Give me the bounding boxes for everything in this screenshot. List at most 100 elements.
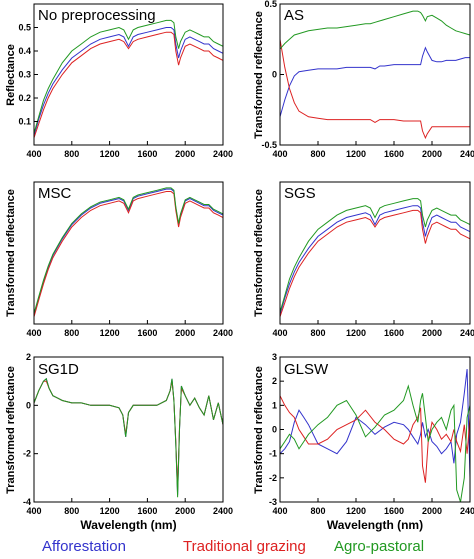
x-axis-label: Wavelength (nm) [327,518,423,532]
y-axis-label: Transformed reflectance [5,189,17,317]
series-line-afforestation [280,46,470,117]
plot-frame [279,356,471,503]
panel-label: SGS [284,185,316,202]
x-tick-label: 2000 [175,506,195,516]
y-tick-label: 0 [272,425,277,435]
panel-msc: 400 800 1200 1600 2000 2400 MSC Transformed ref… [5,181,233,338]
series-line-traditional-grazing [34,31,223,139]
legend-traditional-grazing: Traditional grazing [183,538,306,555]
series-line-agro-pastoral [34,377,223,498]
x-tick-label: 1200 [346,506,366,516]
figure-canvas: 400 800 1200 1600 2000 24000.10.20.30.40.5No … [5,0,474,532]
panel-label: AS [284,7,304,24]
series-line-agro-pastoral [280,198,470,313]
panel-no-preprocessing: 400 800 1200 1600 2000 2400 0.1 0.2 0.3 0.4 0.5 No … [5,3,233,159]
series-line-agro-pastoral [280,384,470,502]
x-tick-label: 2400 [460,328,474,338]
x-tick-label: 1600 [137,149,157,159]
plot-frame [33,181,224,325]
panel-label: GLSW [284,361,329,378]
x-tick-label: 400 [272,328,287,338]
series-line-agro-pastoral [34,19,223,134]
x-tick-label: 400 [26,506,41,516]
x-tick-label: 1600 [384,506,404,516]
series-line-afforestation [34,188,223,315]
y-axis-label: Transformed reflectance [253,189,265,317]
legend-afforestation: Afforestation [42,538,126,555]
x-tick-label: 2000 [422,149,442,159]
x-tick-label: 400 [26,328,41,338]
y-tick-label: 0 [272,70,277,80]
y-axis-label: Transformed reflectance [5,366,17,494]
series-line-agro-pastoral [34,187,223,314]
x-tick-label: 2400 [213,149,233,159]
x-tick-label: 2000 [422,328,442,338]
legend: Afforestation Traditional grazing Agro-p… [0,536,474,558]
y-axis-label: Reflectance [5,44,17,106]
x-tick-label: 800 [310,506,325,516]
x-tick-label: 1200 [100,506,120,516]
y-tick-label: -2 [23,449,31,459]
y-tick-label: 0.2 [18,93,31,103]
y-tick-label: -4 [23,497,31,507]
x-tick-label: 800 [310,149,325,159]
x-tick-label: 2000 [175,328,195,338]
x-tick-label: 800 [310,328,325,338]
panel-label: No preprocessing [38,7,156,24]
y-tick-label: 0.1 [18,117,31,127]
panel-label: SG1D [38,361,79,378]
x-tick-label: 1200 [100,328,120,338]
x-tick-label: 2000 [175,149,195,159]
panel-sgs: 400 800 1200 1600 2000 2400 SGS Transformed ref… [253,181,474,338]
y-tick-label: 3 [272,352,277,362]
y-tick-label: 0.3 [18,70,31,80]
panel-label: MSC [38,185,72,202]
x-tick-label: 2400 [213,506,233,516]
series-line-traditional-grazing [280,39,470,140]
panel-sg1d: 400 800 1200 1600 2000 2400 -4 -2 0 2 SG1D Transfor… [5,352,233,532]
series-line-afforestation [280,205,470,315]
x-tick-label: 1200 [346,328,366,338]
series-line-afforestation [34,27,223,136]
plot-frame [279,3,471,146]
x-axis-label: Wavelength (nm) [80,518,176,532]
y-tick-label: -2 [269,473,277,483]
y-tick-label: 0.5 [18,23,31,33]
x-tick-label: 1600 [137,506,157,516]
y-tick-label: -1 [269,449,277,459]
panel-as: 400 800 1200 1600 2000 2400 -0.5 0 0.5 AS Transfor… [253,0,474,159]
y-tick-label: 1 [272,400,277,410]
y-tick-label: -0.5 [261,140,277,150]
legend-agro-pastoral: Agro-pastoral [334,538,425,555]
x-tick-label: 1600 [137,328,157,338]
y-tick-label: 0 [26,400,31,410]
plot-frame [279,181,471,325]
x-tick-label: 1600 [384,149,404,159]
y-tick-label: -3 [269,497,277,507]
series-line-traditional-grazing [280,395,470,483]
x-tick-label: 2000 [422,506,442,516]
x-tick-label: 800 [64,328,79,338]
x-tick-label: 400 [26,149,41,159]
series-line-agro-pastoral [280,10,470,50]
x-tick-label: 400 [272,149,287,159]
x-tick-label: 800 [64,149,79,159]
y-axis-label: Transformed reflectance [253,366,265,494]
x-tick-label: 1200 [346,149,366,159]
x-tick-label: 1600 [384,328,404,338]
series-line-traditional-grazing [34,191,223,318]
x-tick-label: 2400 [460,149,474,159]
y-tick-label: 0.5 [264,0,277,9]
x-tick-label: 2400 [213,328,233,338]
y-tick-label: 0.4 [18,46,31,56]
x-tick-label: 400 [272,506,287,516]
series-line-traditional-grazing [280,209,470,318]
x-tick-label: 1200 [100,149,120,159]
panel-glsw: 400 800 1200 1600 2000 2400 -3 -2 -1 0 1 2 3 GLSW Tran… [253,352,474,532]
y-tick-label: 2 [272,376,277,386]
x-tick-label: 800 [64,506,79,516]
x-tick-label: 2400 [460,506,474,516]
series-line-afforestation [280,369,470,478]
y-axis-label: Transformed reflectance [253,11,265,139]
series-line-afforestation [34,377,223,495]
